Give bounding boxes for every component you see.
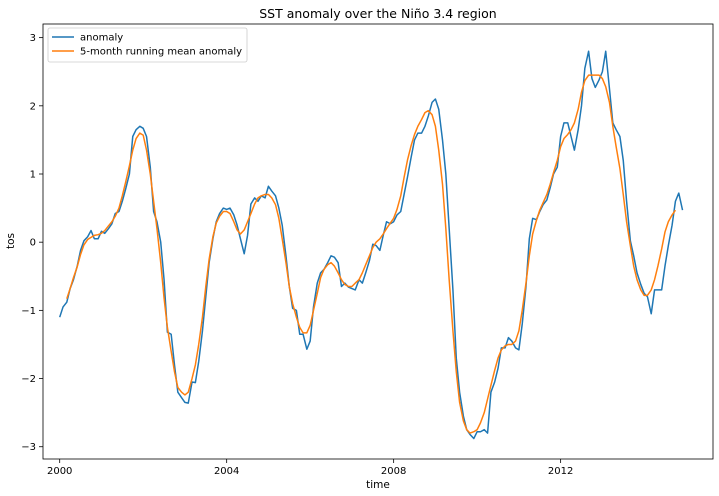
y-tick-label: 1 (30, 170, 36, 181)
x-tick-label: 2000 (47, 466, 72, 477)
legend-label-anomaly: anomaly (80, 33, 123, 44)
chart-title: SST anomaly over the Niño 3.4 region (259, 6, 496, 21)
legend-label-running-mean: 5-month running mean anomaly (80, 47, 242, 58)
legend-box (47, 27, 248, 63)
x-tick-label: 2012 (548, 466, 573, 477)
legend: anomaly 5-month running mean anomaly (47, 27, 248, 63)
y-axis: −3 −2 −1 0 1 2 3 (21, 33, 43, 453)
y-tick-label: 0 (30, 238, 36, 249)
x-tick-label: 2008 (381, 466, 406, 477)
y-axis-label: tos (5, 233, 17, 249)
y-tick-label: 3 (30, 33, 36, 44)
plot-frame (42, 23, 714, 460)
y-tick-label: −2 (21, 374, 36, 385)
x-axis-label: time (366, 479, 390, 491)
series-layer (58, 50, 684, 440)
series-line-running-mean (66, 74, 677, 434)
x-axis: 2000 2004 2008 2012 (47, 459, 573, 477)
y-tick-label: 2 (30, 101, 36, 112)
plot-area (42, 23, 714, 460)
x-tick-label: 2004 (214, 466, 239, 477)
y-tick-label: −1 (21, 306, 36, 317)
y-tick-label: −3 (21, 442, 36, 453)
